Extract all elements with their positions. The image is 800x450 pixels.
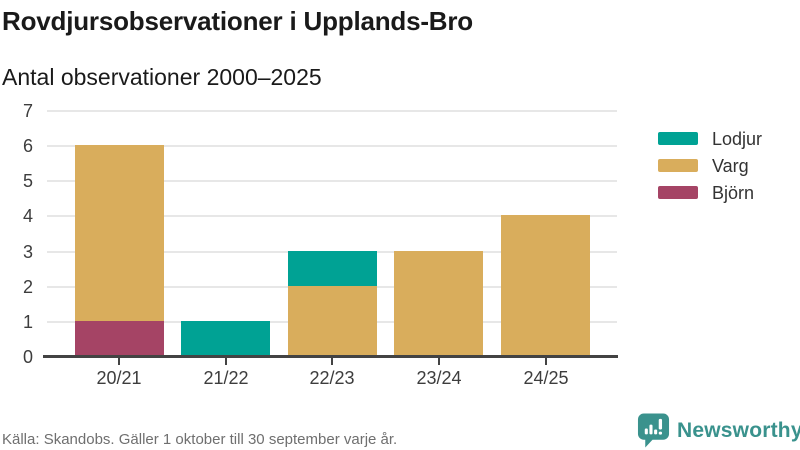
bar-segment-varg	[501, 215, 590, 356]
y-tick-label: 4	[22, 206, 33, 226]
y-tick-label: 1	[22, 312, 33, 332]
y-tick-label: 7	[22, 101, 33, 121]
x-axis-line	[43, 355, 618, 358]
bar-segment-varg	[288, 286, 377, 356]
legend-item-lodjur: Lodjur	[658, 128, 763, 149]
gridline	[47, 110, 617, 112]
gridline	[47, 180, 617, 182]
legend-item-björn: Björn	[658, 182, 762, 203]
source-note: Källa: Skandobs. Gäller 1 oktober till 3…	[2, 431, 398, 448]
newsworthy-chart-bubble-icon	[637, 413, 670, 448]
bar-segment-varg	[394, 251, 483, 356]
x-axis-tick	[545, 358, 547, 365]
x-tick-label: 21/22	[203, 368, 249, 388]
bar-segment-lodjur	[288, 251, 377, 286]
y-tick-label: 3	[22, 242, 33, 262]
newsworthy-logo-text: Newsworthy	[677, 418, 800, 442]
legend-item-varg: Varg	[658, 155, 762, 176]
chart-legend: Lodjur Varg Björn	[658, 128, 763, 203]
page-title: Rovdjursobservationer i Upplands-Bro	[2, 6, 473, 36]
gridline	[47, 215, 617, 217]
x-axis-tick	[118, 358, 120, 365]
legend-swatch	[658, 186, 698, 199]
x-axis-tick	[225, 358, 227, 365]
x-tick-label: 24/25	[523, 368, 569, 388]
x-tick-label: 22/23	[309, 368, 355, 388]
legend-swatch	[658, 132, 698, 145]
y-tick-label: 2	[22, 277, 33, 297]
x-axis-tick	[438, 358, 440, 365]
x-axis-tick	[331, 358, 333, 365]
x-tick-label: 23/24	[416, 368, 462, 388]
newsworthy-logo[interactable]: Newsworthy	[637, 413, 800, 448]
legend-swatch	[658, 159, 698, 172]
y-tick-label: 6	[22, 136, 33, 156]
legend-label: Björn	[712, 182, 755, 203]
y-tick-label: 5	[22, 171, 33, 191]
legend-label: Varg	[712, 155, 749, 176]
y-tick-label: 0	[22, 347, 33, 367]
x-tick-label: 20/21	[96, 368, 142, 388]
legend-label: Lodjur	[712, 128, 763, 149]
bar-segment-björn	[75, 321, 164, 356]
bar-segment-lodjur	[181, 321, 270, 356]
chart-subtitle: Antal observationer 2000–2025	[2, 64, 322, 90]
bar-segment-varg	[75, 145, 164, 321]
gridline	[47, 145, 617, 147]
